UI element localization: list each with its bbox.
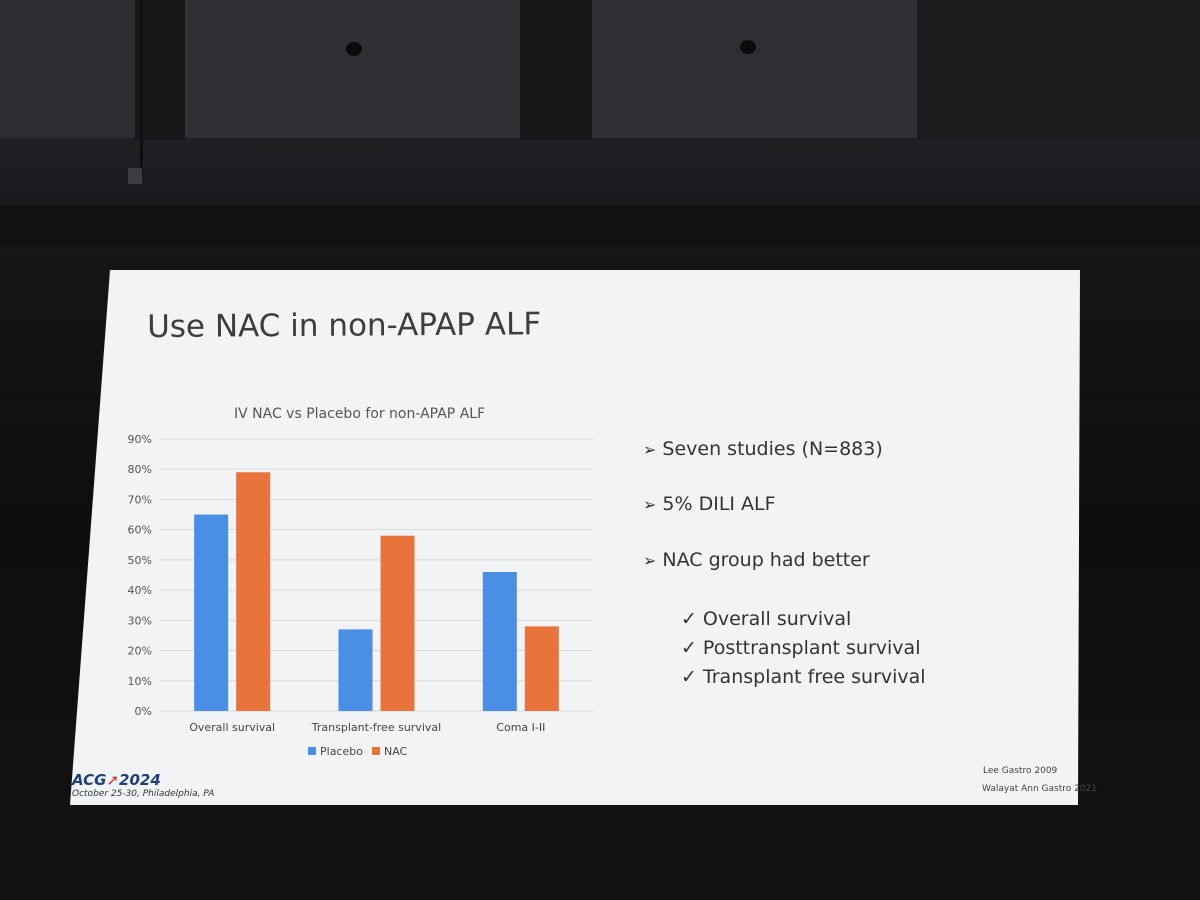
bullet-text: 5% DILI ALF [662,493,776,515]
check-text: Posttransplant survival [702,637,921,659]
y-tick-label: 80% [128,463,152,476]
y-tick-label: 70% [128,493,152,506]
ceiling-beam [520,0,592,140]
x-tick-label: Overall survival [189,721,275,734]
logo-arrow-icon: ➚ [106,771,120,789]
ceiling-beam [917,0,1200,140]
y-tick-label: 30% [128,614,152,627]
checkmark-icon: ✓ [681,666,697,688]
legend-label: NAC [384,745,408,758]
slide-title: Use NAC in non-APAP ALF [147,306,542,345]
bar-nac [236,472,271,711]
bullet-item: ➢ NAC group had better [643,549,870,571]
reference-citation: Lee Gastro 2009 [983,766,1058,776]
legend-label: Placebo [320,745,363,758]
check-text: Transplant free survival [702,666,926,688]
check-item: ✓ Transplant free survival [681,666,926,688]
ceiling-light [740,40,756,54]
check-text: Overall survival [702,608,852,630]
conference-logo: ACG➚2024 [72,771,161,789]
arrow-bullet-icon: ➢ [643,551,657,570]
ceiling-light [346,42,362,56]
bullet-item: ➢ Seven studies (N=883) [643,438,883,460]
chart-title: IV NAC vs Placebo for non-APAP ALF [234,406,486,422]
y-tick-label: 50% [128,554,152,567]
arrow-bullet-icon: ➢ [643,440,657,459]
y-tick-label: 40% [128,584,152,597]
check-item: ✓ Overall survival [681,608,851,630]
reference-citation: Walayat Ann Gastro 2021 [982,784,1097,794]
lighting-truss [0,205,1200,245]
y-tick-label: 0% [135,705,152,718]
x-tick-label: Coma I-II [496,721,545,734]
y-tick-label: 60% [128,524,152,537]
bullet-text: NAC group had better [662,549,870,571]
bullet-item: ➢ 5% DILI ALF [643,493,776,515]
bar-placebo [194,514,229,711]
ceiling-beam [135,0,185,140]
check-item: ✓ Posttransplant survival [681,637,920,659]
bullet-text: Seven studies (N=883) [662,438,883,460]
checkmark-icon: ✓ [681,637,697,659]
event-details: October 25-30, Philadelphia, PA [72,789,215,799]
legend-swatch [308,747,316,755]
bar-placebo [482,571,517,711]
bar-nac [524,626,559,711]
y-tick-label: 90% [128,433,152,446]
y-tick-label: 20% [128,645,152,658]
arrow-bullet-icon: ➢ [643,495,657,514]
x-tick-label: Transplant-free survival [311,721,441,734]
rigging-cable [140,0,143,175]
y-tick-label: 10% [128,675,152,688]
bar-chart: 0% 10% 20% 30% 40% 50% 60% 70% 80% 90% Overall sur… [128,433,593,758]
ceiling-panel [185,0,520,138]
legend-swatch [372,747,380,755]
bar-placebo [338,629,373,711]
bar-nac [380,535,415,711]
rigging-clamp [128,168,142,184]
ceiling-panel [592,0,917,138]
checkmark-icon: ✓ [681,608,697,630]
ceiling-panel [0,0,135,138]
